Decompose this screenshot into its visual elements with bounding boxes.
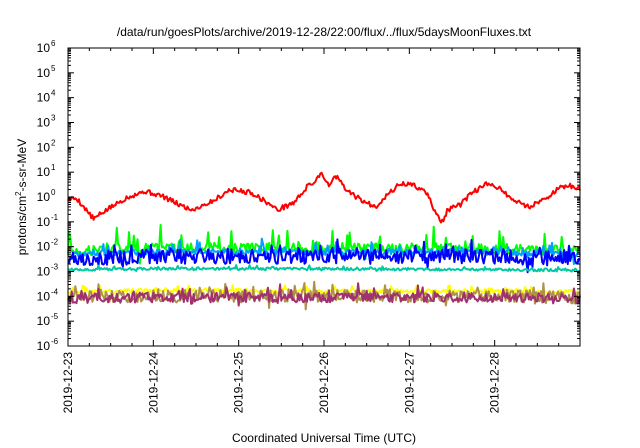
y-tick-label: 10 (37, 314, 51, 328)
y-axis-label-prefix: protons/cm (15, 196, 29, 255)
series-line (67, 238, 581, 274)
y-axis: 10 -610 -510 -410 -310 -210 -110 010 110 210 310 41… (37, 39, 580, 353)
series-line (67, 264, 581, 273)
y-tick-label-exponent: -6 (51, 337, 59, 346)
x-tick-label: 2019-12-27 (402, 352, 416, 414)
series-line (67, 171, 581, 224)
series-line (67, 282, 581, 307)
y-tick-label: 10 (37, 66, 51, 80)
y-axis-label-suffix: -s-sr-MeV (15, 139, 29, 192)
y-tick-label-exponent: -1 (51, 213, 59, 222)
y-tick-label-exponent: 2 (51, 138, 56, 147)
y-tick-label: 10 (37, 190, 51, 204)
y-tick-label-exponent: 5 (51, 64, 56, 73)
y-tick-label: 10 (37, 140, 51, 154)
y-axis-label: protons/cm2-s-sr-MeV (14, 139, 29, 255)
y-tick-label-exponent: -5 (51, 312, 59, 321)
series-line (67, 223, 581, 265)
series-line (67, 237, 581, 265)
y-tick-label: 10 (37, 91, 51, 105)
y-tick-label-exponent: 1 (51, 163, 56, 172)
y-tick-label: 10 (37, 41, 51, 55)
x-axis: 2019-12-23 2019-12-24 2019-12-25 2019-12-26… (61, 48, 581, 414)
y-axis-label-sup: 2 (14, 191, 23, 196)
y-tick-label: 10 (37, 240, 51, 254)
y-tick-label-exponent: -3 (51, 263, 59, 272)
y-tick-label: 10 (37, 165, 51, 179)
y-tick-label-exponent: -4 (51, 287, 59, 296)
y-tick-label-exponent: -2 (51, 238, 59, 247)
y-tick-label: 10 (37, 339, 51, 353)
y-tick-label-exponent: 3 (51, 114, 56, 123)
x-tick-label: 2019-12-26 (317, 352, 331, 414)
chart-title: /data/run/goesPlots/archive/2019-12-28/2… (117, 25, 532, 39)
x-tick-label: 2019-12-28 (488, 352, 502, 414)
x-tick-label: 2019-12-25 (232, 352, 246, 414)
plot-frame (67, 47, 581, 347)
y-tick-label: 10 (37, 116, 51, 130)
x-axis-label: Coordinated Universal Time (UTC) (232, 431, 416, 445)
y-tick-label-exponent: 0 (51, 188, 56, 197)
y-tick-label: 10 (37, 289, 51, 303)
y-tick-label-exponent: 4 (51, 89, 56, 98)
series-layer (67, 171, 581, 311)
x-tick-label: 2019-12-24 (146, 352, 160, 414)
y-tick-label: 10 (37, 215, 51, 229)
y-tick-label: 10 (37, 265, 51, 279)
x-tick-label: 2019-12-23 (61, 352, 75, 414)
y-tick-label-exponent: 6 (51, 39, 56, 48)
